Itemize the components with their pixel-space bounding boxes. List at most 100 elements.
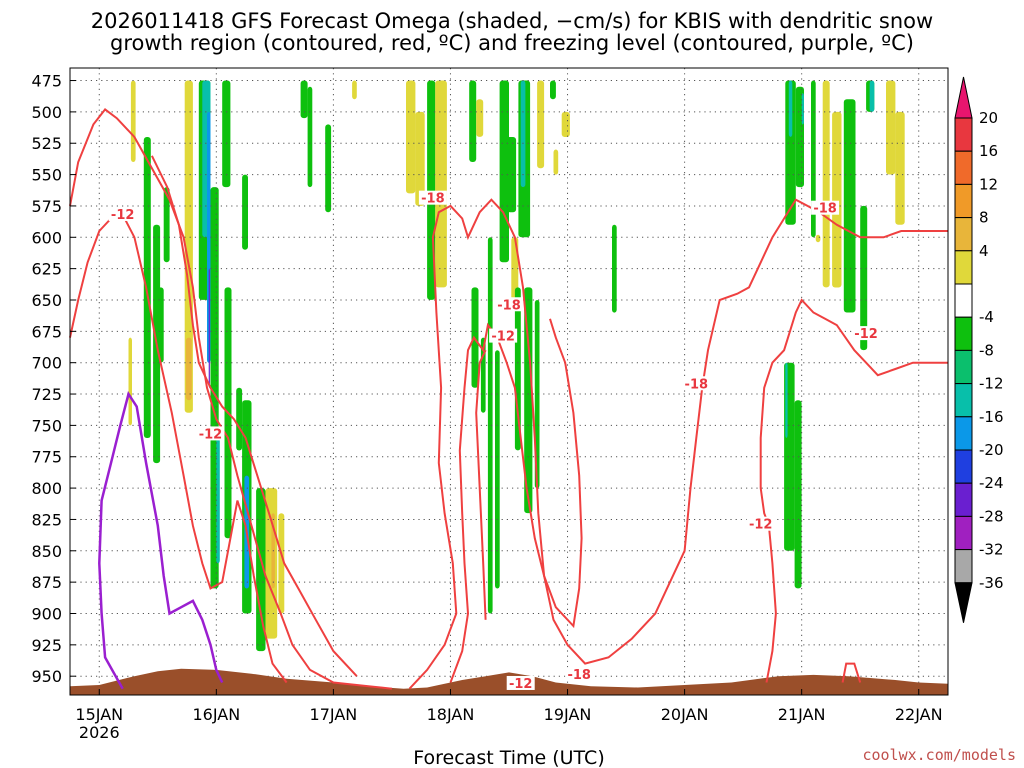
omega-cell xyxy=(256,488,266,652)
omega-cell xyxy=(785,80,796,225)
omega-cell xyxy=(550,80,556,100)
colorbar-segment xyxy=(954,250,973,285)
y-tick-label: 825 xyxy=(31,510,62,529)
dgz-contour-line xyxy=(449,318,583,683)
plot-frame xyxy=(69,67,949,696)
contour-labels: -12 -12 -18 -18 -12 -18 -12 -18 -12 -12 -18 xyxy=(108,190,881,692)
colorbar-segment xyxy=(954,515,973,551)
omega-cell xyxy=(843,99,856,313)
contour-label: -12 xyxy=(509,677,533,692)
contour-label-bg xyxy=(489,328,518,343)
omega-cell xyxy=(860,205,868,351)
x-tick-label: 17JAN xyxy=(310,705,358,724)
colorbar-tick-label: 12 xyxy=(979,175,998,193)
omega-cell xyxy=(352,80,357,100)
x-tick-label: 19JAN xyxy=(544,705,592,724)
colorbar-tick-label: -4 xyxy=(979,308,994,326)
y-tick-label: 925 xyxy=(31,636,62,655)
title-line: 2026011418 GFS Forecast Omega (shaded, −… xyxy=(91,9,933,33)
omega-cell xyxy=(520,80,526,188)
x-axis-label: Forecast Time (UTC) xyxy=(413,747,604,768)
x-tick-label: 22JAN xyxy=(895,705,943,724)
dgz-contour-line xyxy=(151,155,358,677)
omega-cell xyxy=(553,149,559,175)
omega-cell xyxy=(469,80,477,162)
omega-cell xyxy=(832,111,842,288)
omega-cell xyxy=(415,111,425,206)
colorbar-tick-label: -8 xyxy=(979,341,994,359)
omega-cell xyxy=(476,99,484,137)
contour-label-bg xyxy=(852,326,881,341)
y-tick-label: 750 xyxy=(31,416,62,435)
y-tick-label: 575 xyxy=(31,197,62,216)
dgz-contour-line xyxy=(759,298,948,683)
y-tick-label: 850 xyxy=(31,542,62,561)
omega-cell xyxy=(506,137,517,213)
contour-label-bg xyxy=(418,190,447,205)
omega-cell xyxy=(499,80,509,263)
dgz-contours xyxy=(69,108,948,690)
contour-label: -18 xyxy=(685,377,709,392)
dgz-contour-line xyxy=(69,213,288,684)
colorbar-segment xyxy=(954,383,973,418)
contour-label: -12 xyxy=(111,208,135,223)
y-tick-label: 625 xyxy=(31,260,62,279)
contour-label-bg xyxy=(746,516,775,531)
colorbar-tick-label: -32 xyxy=(979,541,1004,559)
y-tick-label: 600 xyxy=(31,228,62,247)
omega-cell xyxy=(130,80,136,162)
omega-cell xyxy=(184,80,193,413)
y-tick-label: 950 xyxy=(31,667,62,686)
colorbar-segment xyxy=(954,117,973,152)
omega-shading xyxy=(128,80,905,652)
chart-title: 2026011418 GFS Forecast Omega (shaded, −… xyxy=(91,9,933,55)
omega-cell xyxy=(801,93,804,125)
x-tick-label: 18JAN xyxy=(427,705,475,724)
colorbar-tick-label: 16 xyxy=(979,142,998,160)
colorbar-segment xyxy=(954,449,973,484)
contour-label-bg xyxy=(682,376,711,391)
y-tick-label: 650 xyxy=(31,291,62,310)
omega-cell xyxy=(561,111,570,137)
omega-cell xyxy=(886,80,896,175)
colorbar-tick-label: -20 xyxy=(979,441,1004,459)
omega-cell xyxy=(157,287,164,363)
colorbar-tick-label: 8 xyxy=(979,209,989,227)
colorbar-segment xyxy=(954,482,973,517)
credit-text: coolwx.com/models xyxy=(862,746,1016,764)
contour-label: -18 xyxy=(421,192,445,207)
contour-label: -12 xyxy=(491,330,515,345)
omega-cell xyxy=(788,80,793,137)
colorbar-tick-label: 20 xyxy=(979,109,998,127)
omega-cell xyxy=(300,80,308,119)
freezing-level-line xyxy=(98,390,224,690)
y-tick-label: 775 xyxy=(31,448,62,467)
omega-cell xyxy=(128,337,132,426)
contour-label-bg xyxy=(811,200,840,215)
y-tick-label: 875 xyxy=(31,573,62,592)
title-line: growth region (contoured, red, ºC) and f… xyxy=(110,31,914,55)
omega-cell xyxy=(236,387,243,451)
omega-cell xyxy=(143,137,151,438)
y-axis: 475 500 525 550 575 600 625 650 675 700 725 750 775 8… xyxy=(31,72,76,686)
contour-label: -18 xyxy=(567,668,591,683)
omega-cell xyxy=(216,437,220,564)
colorbar-tick-label: -16 xyxy=(979,408,1004,426)
colorbar: 20 16 12 8 4 -4 -8 -12 -16 -20 -24 -28 -32 -36 xyxy=(954,76,1004,623)
dgz-contour-line xyxy=(841,662,862,683)
y-tick-label: 675 xyxy=(31,322,62,341)
y-tick-label: 525 xyxy=(31,134,62,153)
contour-label-bg xyxy=(565,667,594,682)
omega-cell xyxy=(895,111,905,225)
colorbar-tick-label: 4 xyxy=(979,242,989,260)
x-tick-label: 20JAN xyxy=(661,705,709,724)
colorbar-tick-label: -28 xyxy=(979,507,1004,525)
omega-cell xyxy=(869,80,875,112)
freezing-level-contour xyxy=(98,390,224,690)
y-tick-label: 800 xyxy=(31,479,62,498)
omega-cell xyxy=(822,80,830,288)
contour-label: -12 xyxy=(749,518,773,533)
colorbar-segment xyxy=(954,283,973,318)
x-tick-label: 16JAN xyxy=(192,705,240,724)
